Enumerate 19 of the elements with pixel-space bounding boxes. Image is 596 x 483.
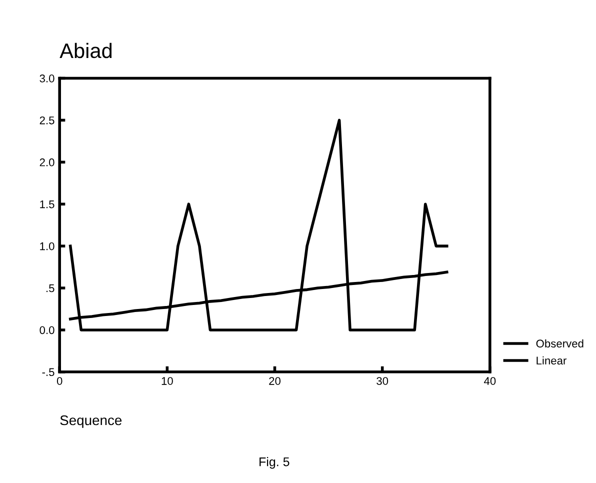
x-tick-label: 10 xyxy=(162,377,173,385)
legend-label: Linear xyxy=(536,356,566,365)
legend-label: Observed xyxy=(536,339,584,348)
y-tick-label: 1.5 xyxy=(40,200,54,208)
x-axis-title: Sequence xyxy=(60,415,122,428)
y-tick-label: 0.0 xyxy=(40,326,54,334)
y-tick-label: -.5 xyxy=(42,368,54,376)
chart-title: Abiad xyxy=(60,42,112,58)
line-series xyxy=(68,118,448,332)
caption: Fig. 5 xyxy=(260,457,290,469)
y-tick-label: 1.0 xyxy=(40,242,54,250)
x-tick-label: 30 xyxy=(376,377,388,385)
x-tick-label: 40 xyxy=(484,377,496,385)
y-tick-label: 2.0 xyxy=(40,158,54,166)
y-tick-label: 3.0 xyxy=(40,74,54,82)
y-tick-label: 2.5 xyxy=(40,116,54,124)
x-tick-label: 20 xyxy=(269,377,280,385)
x-tick-label: 0 xyxy=(56,377,62,385)
y-tick-label: .5 xyxy=(46,284,54,292)
